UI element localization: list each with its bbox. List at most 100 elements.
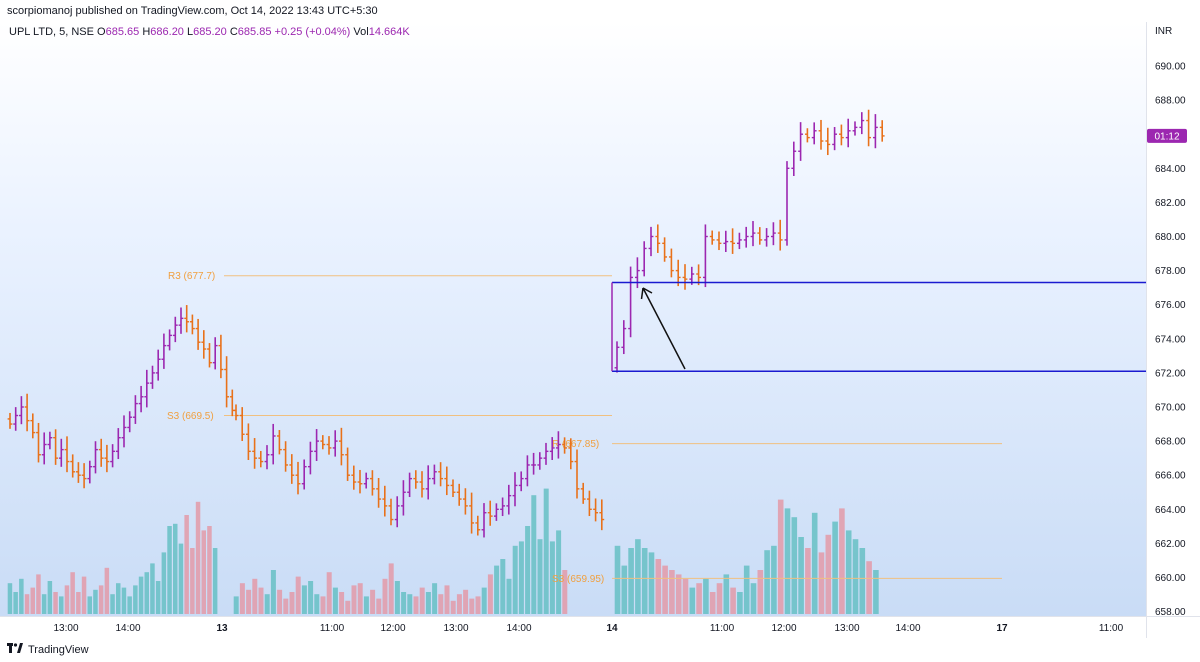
price-bar[interactable] [487, 500, 493, 526]
price-bar[interactable] [326, 436, 332, 455]
price-bar[interactable] [314, 429, 319, 461]
price-bar[interactable] [295, 461, 301, 495]
price-bar[interactable] [811, 122, 817, 145]
price-bar[interactable] [463, 488, 468, 515]
price-bar[interactable] [549, 437, 555, 461]
price-bar[interactable] [593, 498, 598, 522]
price-axis[interactable]: INR690.00688.00686.00684.00682.00680.006… [1146, 22, 1200, 616]
price-bar[interactable] [696, 264, 701, 286]
chart-pane[interactable]: R3 (677.7) S3 (669.5) R (667.85) S3 (659.95… [0, 22, 1146, 616]
price-bar[interactable] [500, 497, 505, 517]
price-bar[interactable] [737, 232, 742, 250]
price-bar[interactable] [859, 112, 865, 135]
price-bar[interactable] [264, 445, 270, 470]
price-bar[interactable] [184, 305, 190, 333]
price-bar[interactable] [320, 435, 326, 450]
price-bar[interactable] [13, 407, 19, 431]
price-bar[interactable] [224, 356, 229, 408]
time-axis[interactable]: 13:00 14:00 13 11:00 12:00 13:00 14:00 14 11:00 1… [0, 616, 1146, 639]
price-bar[interactable] [289, 454, 295, 484]
price-bar[interactable] [239, 407, 245, 442]
price-bar[interactable] [777, 219, 783, 251]
price-bar[interactable] [805, 128, 810, 143]
price-bar[interactable] [628, 266, 633, 338]
price-bar[interactable] [599, 499, 605, 531]
price-bar[interactable] [93, 441, 98, 474]
price-bar[interactable] [791, 141, 797, 176]
price-bar[interactable] [568, 438, 574, 470]
price-bar[interactable] [764, 228, 769, 247]
price-bar[interactable] [81, 463, 87, 489]
price-bar[interactable] [58, 438, 64, 467]
price-bar[interactable] [723, 230, 729, 252]
price-bar[interactable] [845, 118, 851, 148]
price-bar[interactable] [229, 389, 235, 417]
price-bar[interactable] [798, 122, 803, 161]
price-bar[interactable] [167, 329, 172, 351]
price-bar[interactable] [76, 462, 81, 483]
price-bar[interactable] [512, 472, 518, 507]
price-bar[interactable] [669, 248, 674, 278]
price-bar[interactable] [531, 452, 536, 475]
price-bar[interactable] [19, 396, 24, 425]
price-bar[interactable] [357, 469, 363, 494]
price-bar[interactable] [121, 415, 127, 448]
price-bar[interactable] [376, 478, 381, 508]
price-chart[interactable]: R3 (677.7) S3 (669.5) R (667.85) S3 (659.95… [0, 22, 1146, 616]
price-bar[interactable] [133, 395, 138, 424]
price-bar[interactable] [155, 349, 161, 381]
price-bar[interactable] [407, 472, 412, 498]
price-bar[interactable] [525, 455, 530, 487]
price-bar[interactable] [388, 498, 394, 526]
annotation-arrow[interactable] [640, 287, 686, 370]
price-bar[interactable] [818, 119, 824, 150]
price-bar[interactable] [195, 318, 201, 350]
price-bar[interactable] [506, 484, 512, 515]
price-bar[interactable] [444, 466, 450, 496]
price-bar[interactable] [475, 515, 481, 536]
price-bar[interactable] [363, 472, 369, 489]
price-bar[interactable] [537, 452, 543, 470]
price-bar[interactable] [450, 479, 456, 498]
price-bar[interactable] [212, 337, 218, 370]
price-bar[interactable] [252, 438, 257, 469]
price-bar[interactable] [621, 320, 627, 355]
price-bar[interactable] [648, 226, 654, 257]
price-bar[interactable] [832, 127, 837, 151]
price-bar[interactable] [655, 224, 661, 253]
price-bar[interactable] [115, 428, 121, 460]
price-bar[interactable] [413, 470, 419, 489]
price-bar[interactable] [425, 465, 431, 500]
price-bar[interactable] [518, 471, 524, 492]
price-bar[interactable] [852, 121, 858, 136]
price-bar[interactable] [308, 441, 313, 475]
price-bar[interactable] [87, 460, 93, 484]
price-bar[interactable] [104, 444, 110, 473]
price-bar[interactable] [339, 427, 344, 466]
price-bar[interactable] [24, 393, 30, 432]
price-bar[interactable] [64, 436, 70, 473]
price-bar[interactable] [481, 503, 487, 538]
price-bar[interactable] [394, 496, 400, 528]
price-bar[interactable] [543, 442, 549, 465]
price-bar[interactable] [332, 430, 338, 457]
price-bar[interactable] [716, 231, 722, 251]
price-bar[interactable] [127, 411, 133, 433]
price-bar[interactable] [41, 432, 47, 465]
price-bar[interactable] [419, 471, 425, 498]
price-bar[interactable] [771, 222, 776, 246]
price-bar[interactable] [662, 237, 667, 262]
price-bar[interactable] [178, 307, 184, 334]
price-bar[interactable] [562, 437, 567, 454]
price-bar[interactable] [70, 454, 76, 478]
price-bar[interactable] [574, 449, 580, 499]
price-bar[interactable] [438, 462, 443, 487]
price-bar[interactable] [873, 114, 878, 149]
price-bar[interactable] [370, 470, 375, 496]
price-bar[interactable] [258, 450, 264, 468]
price-bar[interactable] [784, 161, 790, 246]
price-bar[interactable] [456, 483, 462, 506]
price-bar[interactable] [301, 459, 307, 490]
price-bar[interactable] [201, 330, 207, 359]
price-bar[interactable] [382, 485, 388, 517]
